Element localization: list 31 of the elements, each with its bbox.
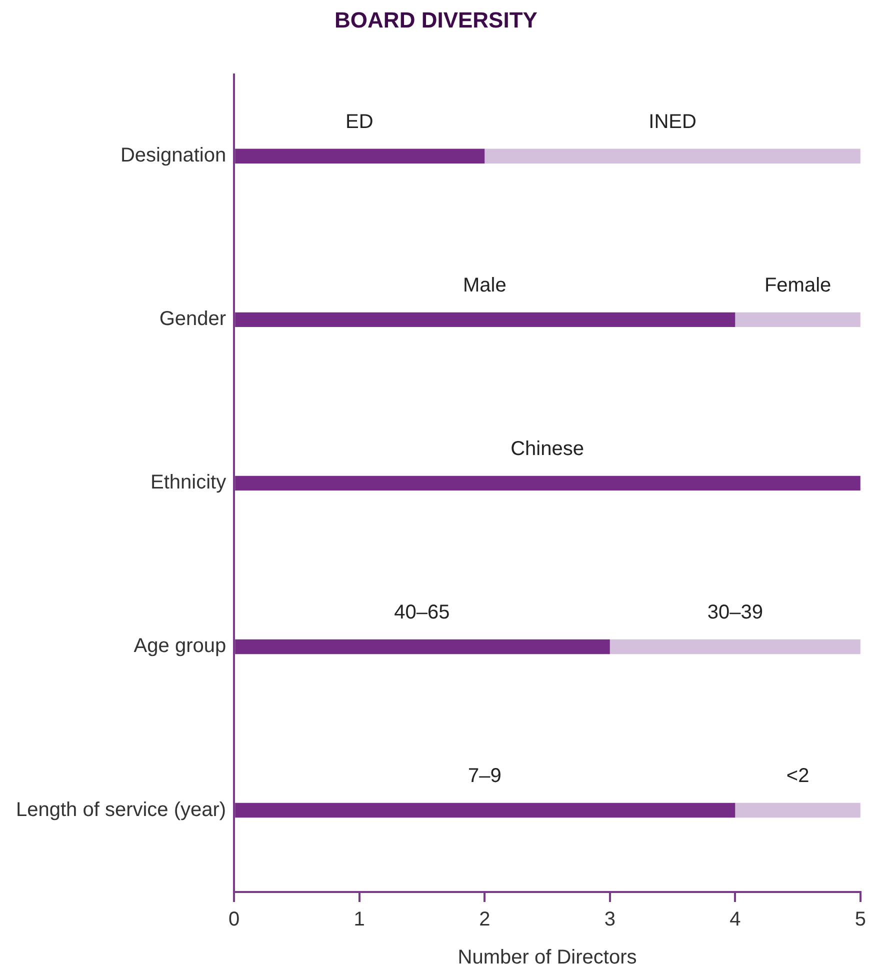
x-tick-label: 2 xyxy=(479,908,490,931)
y-tick-label: Ethnicity xyxy=(150,472,226,494)
bar xyxy=(235,639,610,654)
bar xyxy=(235,312,736,328)
y-tick-label: Age group xyxy=(134,635,226,658)
x-axis-title: Number of Directors xyxy=(458,946,637,969)
bar xyxy=(235,148,485,164)
annotation: 40–65 xyxy=(394,602,450,624)
bar xyxy=(235,802,736,818)
x-tick-label: 5 xyxy=(854,908,866,931)
bar xyxy=(235,476,860,491)
bar xyxy=(735,802,860,818)
bar xyxy=(610,639,860,654)
annotation: Female xyxy=(764,274,832,297)
y-tick-label: Gender xyxy=(159,308,226,330)
y-tick-label: Designation xyxy=(120,144,226,167)
x-tick-label: 4 xyxy=(730,908,741,931)
annotation: <2 xyxy=(786,765,810,788)
annotation: 7–9 xyxy=(468,765,502,788)
bar xyxy=(735,312,860,328)
annotation: ED xyxy=(345,111,374,134)
annotation: INED xyxy=(648,111,696,134)
annotation: 30–39 xyxy=(707,602,763,624)
x-tick-label: 1 xyxy=(354,908,365,931)
y-tick-label: Length of service (year) xyxy=(16,798,226,821)
chart-title: BOARD DIVERSITY xyxy=(334,7,538,32)
annotation: Male xyxy=(462,274,506,297)
annotation: Chinese xyxy=(510,438,584,460)
x-tick-label: 0 xyxy=(228,908,240,931)
x-tick-label: 3 xyxy=(604,908,616,931)
bar xyxy=(484,148,860,164)
